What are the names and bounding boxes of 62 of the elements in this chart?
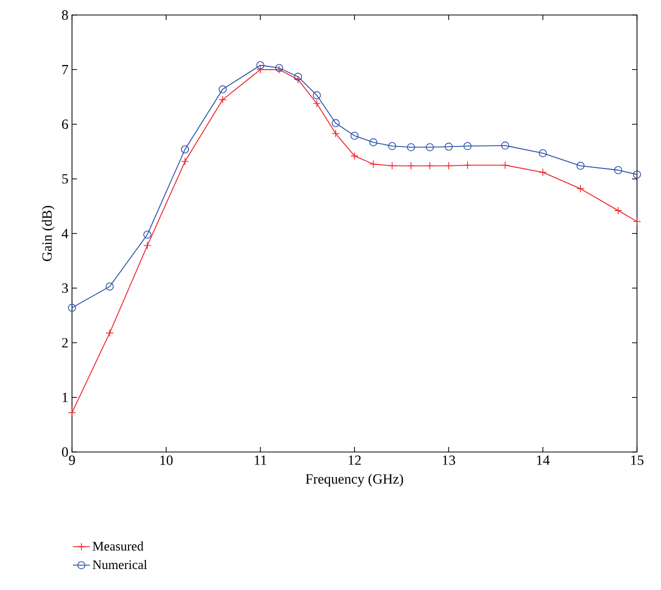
point <box>312 99 321 108</box>
point <box>294 72 302 81</box>
point <box>350 132 359 140</box>
point <box>388 162 396 170</box>
point <box>218 85 227 94</box>
point <box>444 142 453 151</box>
point <box>407 143 416 152</box>
y-tick-label: 5 <box>62 174 68 184</box>
point <box>426 162 434 170</box>
point <box>332 130 340 138</box>
x-tick-label: 14 <box>537 456 550 465</box>
y-tick-label: 4 <box>62 228 68 238</box>
point <box>68 304 76 312</box>
point <box>444 162 453 170</box>
point <box>181 145 189 154</box>
point <box>633 217 641 226</box>
point <box>464 142 472 150</box>
point <box>256 66 264 74</box>
legend-label: Measured <box>92 541 144 551</box>
point <box>501 142 510 150</box>
point <box>143 242 152 250</box>
y-tick-label: 7 <box>62 65 68 74</box>
legend-label: Numerical <box>92 560 147 570</box>
x-tick-label: 10 <box>160 456 173 465</box>
point <box>68 408 76 417</box>
point <box>256 61 264 70</box>
point <box>350 152 359 160</box>
point <box>538 168 547 176</box>
point <box>181 157 189 166</box>
point <box>576 162 585 170</box>
y-axis-title: Gain (dB) <box>42 206 55 262</box>
y-tick-label: 1 <box>62 392 68 402</box>
point <box>332 119 340 128</box>
point <box>218 96 227 104</box>
point <box>106 328 114 337</box>
y-tick-label: 8 <box>62 10 68 20</box>
point <box>312 91 321 100</box>
point <box>538 149 547 158</box>
x-tick-label: 13 <box>442 456 456 465</box>
point <box>369 138 378 146</box>
point <box>464 161 472 170</box>
point <box>407 162 416 170</box>
x-tick-label: 12 <box>348 456 361 465</box>
y-tick-label: 6 <box>62 120 68 129</box>
point <box>633 170 641 179</box>
point <box>576 184 585 193</box>
x-axis-title: Frequency (GHz) <box>306 474 404 487</box>
y-tick-label: 0 <box>62 447 68 457</box>
point <box>106 282 114 290</box>
y-tick-label: 3 <box>62 283 68 293</box>
point <box>426 143 434 152</box>
x-tick-label: 11 <box>254 456 266 465</box>
point <box>501 161 510 170</box>
point <box>294 75 302 84</box>
point <box>614 206 622 215</box>
point <box>369 160 378 168</box>
x-tick-label: 9 <box>68 456 75 465</box>
point <box>143 230 152 239</box>
y-tick-label: 2 <box>62 338 68 348</box>
point <box>614 166 622 174</box>
point <box>388 142 396 150</box>
x-tick-label: 15 <box>631 456 644 465</box>
